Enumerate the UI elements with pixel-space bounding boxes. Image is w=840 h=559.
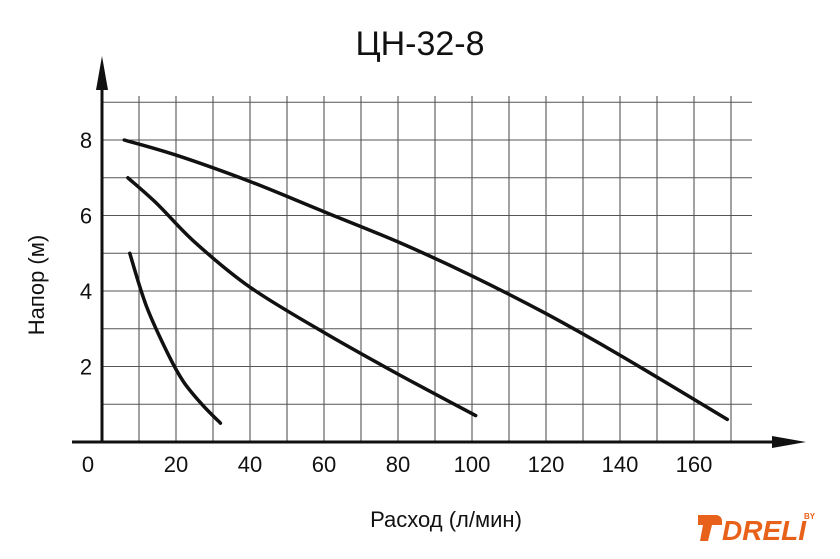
dreli-logo: DRELI BY (692, 509, 822, 549)
y-tick-label: 2 (80, 355, 92, 380)
y-tick-label: 8 (80, 128, 92, 153)
x-tick-label: 120 (528, 452, 565, 477)
axes (72, 56, 806, 448)
drill-icon (698, 515, 722, 541)
x-tick-label: 160 (676, 452, 713, 477)
curve-series-1 (130, 253, 221, 423)
x-tick-label: 80 (386, 452, 410, 477)
x-tick-label: 20 (164, 452, 188, 477)
performance-curves (124, 140, 727, 423)
x-tick-label: 0 (82, 452, 94, 477)
x-axis-arrow-icon (772, 436, 806, 448)
curve-series-2 (128, 178, 476, 416)
curve-series-3 (124, 140, 727, 419)
y-axis-arrow-icon (96, 56, 108, 90)
x-tick-label: 60 (312, 452, 336, 477)
y-tick-label: 4 (80, 279, 92, 304)
logo-text: DRELI (722, 515, 807, 546)
y-tick-label: 6 (80, 204, 92, 229)
x-tick-label: 40 (238, 452, 262, 477)
y-axis-label: Напор (м) (24, 235, 49, 335)
x-tick-label: 100 (454, 452, 491, 477)
tick-labels: 0 20 40 60 80 100 120 140 160 2 4 6 8 (80, 128, 712, 477)
logo-superscript: BY (804, 512, 816, 521)
x-tick-label: 140 (602, 452, 639, 477)
chart-title: ЦН-32-8 (355, 25, 484, 63)
x-axis-label: Расход (л/мин) (370, 507, 522, 532)
